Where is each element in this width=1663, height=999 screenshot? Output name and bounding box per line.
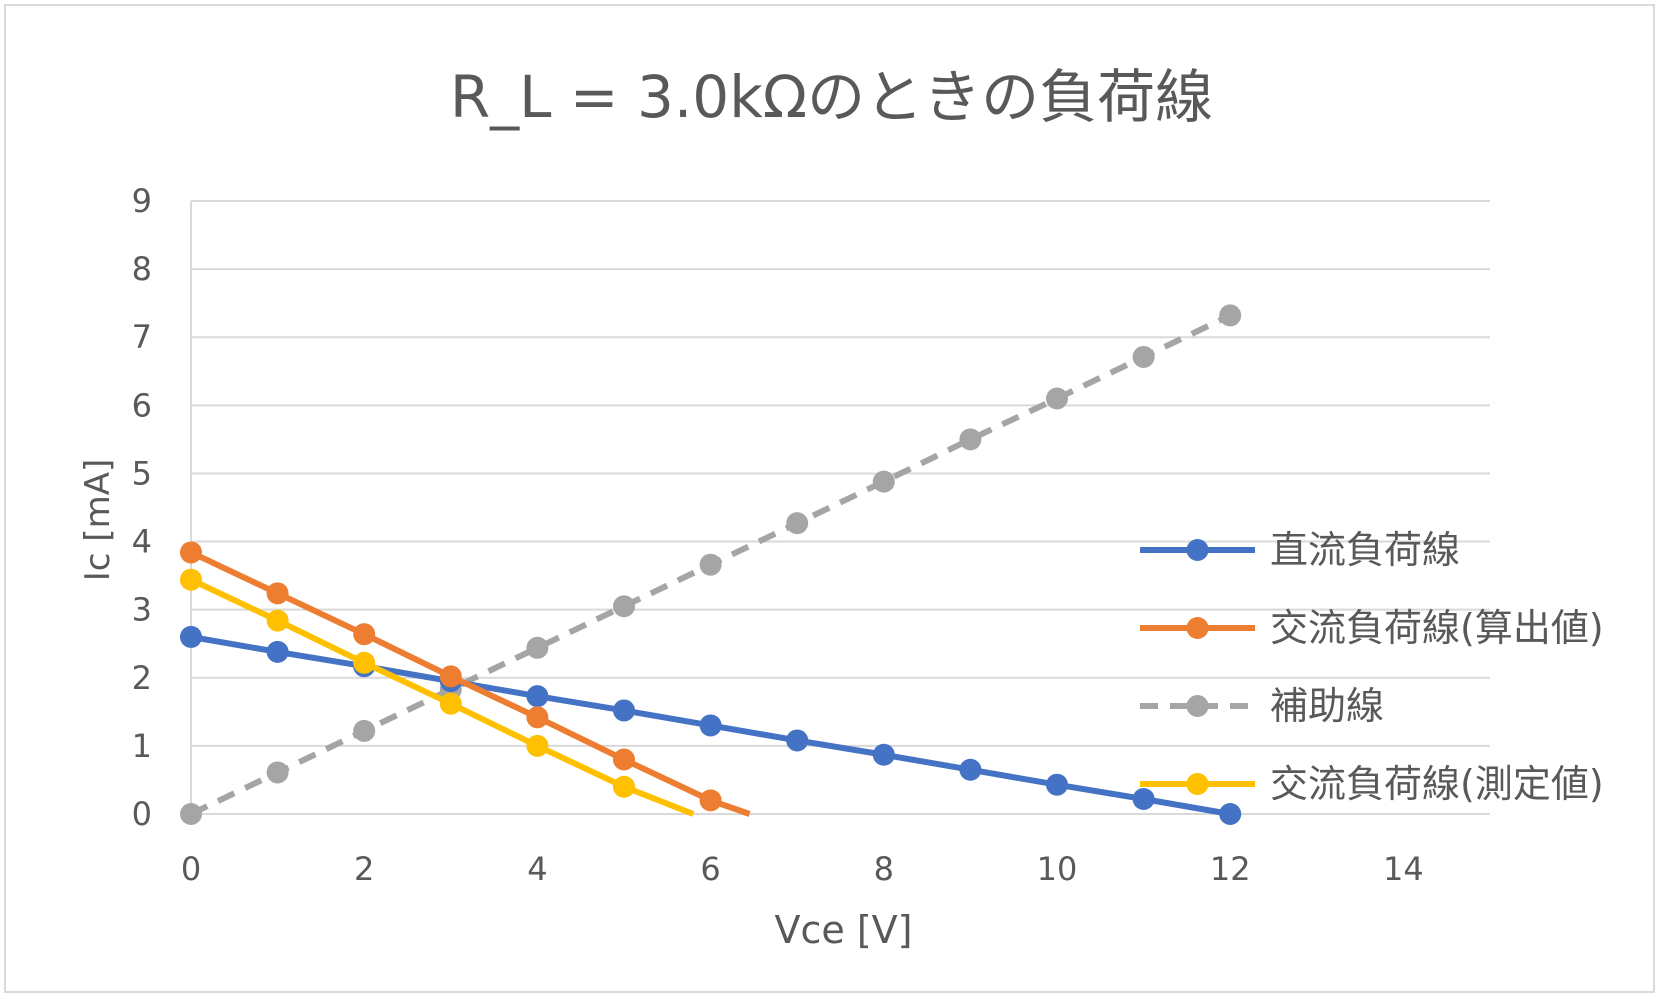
data-point [180, 568, 202, 591]
data-point [353, 719, 376, 742]
y-tick-label: 5 [132, 454, 152, 492]
y-tick-label: 1 [132, 727, 152, 765]
x-axis-label: Vce [V] [774, 908, 913, 952]
series-line [189, 549, 751, 817]
data-point [180, 625, 202, 648]
data-point [786, 512, 809, 535]
data-point [786, 729, 809, 752]
y-tick-label: 0 [132, 795, 152, 833]
data-point [526, 685, 549, 708]
data-point [353, 623, 376, 646]
x-tick-label: 4 [527, 850, 547, 888]
y-tick-label: 6 [132, 386, 152, 424]
data-point [613, 699, 635, 722]
data-point [526, 706, 549, 729]
legend-label: 補助線 [1270, 684, 1384, 728]
data-point [959, 428, 982, 451]
data-point [872, 743, 895, 766]
data-point [699, 714, 722, 737]
data-point [613, 595, 635, 618]
legend-swatch-marker [1186, 539, 1209, 561]
series-group [180, 304, 1242, 825]
x-tick-label: 0 [181, 850, 201, 888]
x-tick-label: 8 [874, 850, 894, 888]
y-tick-label: 2 [132, 659, 152, 697]
y-tick-label: 3 [132, 591, 152, 629]
data-point [266, 609, 289, 632]
data-point [872, 470, 895, 493]
data-point [1219, 304, 1242, 327]
legend-swatch-marker [1186, 695, 1209, 717]
x-tick-label: 10 [1037, 850, 1078, 888]
data-point [439, 665, 462, 688]
data-point [699, 553, 722, 576]
data-point [613, 775, 635, 798]
data-point [699, 789, 722, 812]
data-point [180, 803, 202, 825]
data-point [1046, 773, 1068, 796]
gridlines [191, 200, 1490, 747]
data-point [613, 748, 635, 771]
y-tick-label: 8 [132, 250, 152, 288]
series-2 [180, 304, 1242, 825]
x-tick-label: 2 [354, 850, 374, 888]
data-point [1132, 345, 1155, 368]
data-point [180, 541, 202, 564]
x-tick-label: 12 [1210, 850, 1251, 888]
legend-swatch-marker [1186, 617, 1209, 639]
data-point [266, 761, 289, 784]
data-point [1046, 387, 1068, 410]
x-tick-label: 6 [700, 850, 720, 888]
data-point [959, 758, 982, 781]
series-3 [180, 568, 695, 817]
y-tick-label: 9 [132, 182, 152, 220]
data-point [439, 692, 462, 715]
chart-title: R_L = 3.0kΩのときの負荷線 [449, 63, 1214, 131]
legend-swatch-marker [1186, 773, 1209, 795]
x-tick-label: 14 [1383, 850, 1424, 888]
data-point [1219, 803, 1242, 825]
chart-frame [4, 4, 1655, 993]
legend-label: 交流負荷線(算出値) [1270, 606, 1604, 650]
data-point [1132, 788, 1155, 811]
data-point [526, 636, 549, 659]
data-point [353, 651, 376, 674]
data-point [266, 640, 289, 663]
data-point [526, 734, 549, 757]
y-tick-label: 7 [132, 318, 152, 356]
legend-label: 直流負荷線 [1270, 528, 1460, 572]
legend-label: 交流負荷線(測定値) [1270, 762, 1604, 806]
data-point [266, 582, 289, 605]
y-tick-label: 4 [132, 523, 152, 561]
series-1 [180, 541, 751, 817]
